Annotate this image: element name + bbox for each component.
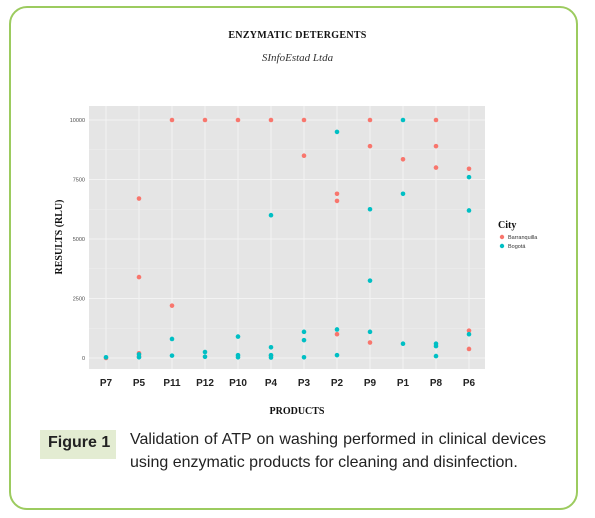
x-axis-title: PRODUCTS [269, 406, 324, 417]
data-point-barranquilla [367, 143, 373, 149]
data-point-barranquilla [466, 346, 472, 352]
x-tick-label: P12 [196, 378, 214, 389]
data-point-bogota [301, 337, 307, 343]
data-point-barranquilla [367, 340, 373, 345]
data-point-bogota [367, 278, 373, 283]
data-point-bogota [433, 343, 439, 349]
data-point-bogota [268, 212, 274, 218]
data-point-bogota [169, 353, 175, 358]
data-point-bogota [334, 352, 340, 358]
chart-title: ENZYMATIC DETERGENTS [228, 30, 367, 41]
data-point-bogota [103, 354, 109, 360]
data-point-bogota [466, 208, 472, 213]
data-point-barranquilla [433, 165, 439, 170]
x-tick-label: P3 [298, 378, 311, 389]
data-point-bogota [301, 354, 307, 360]
data-point-barranquilla [400, 156, 406, 162]
x-tick-label: P10 [229, 378, 247, 389]
legend-title: City [498, 220, 516, 231]
data-point-bogota [367, 206, 373, 212]
scatter-chart: 0 2500 5000 7500 10000 P7 P5 P11 P12 P10 P4 P3 P2 P9 P… [54, 106, 538, 417]
legend-marker [499, 234, 505, 240]
x-tick-label: P1 [397, 378, 410, 389]
figure-label-box [40, 430, 116, 459]
data-point-bogota [334, 129, 340, 135]
data-point-bogota [301, 329, 307, 335]
x-tick-label: P7 [100, 378, 113, 389]
chart-subtitle: SInfoEstad Ltda [261, 52, 334, 64]
data-point-barranquilla [466, 328, 472, 333]
y-tick-label: 5000 [73, 237, 85, 243]
data-point-barranquilla [202, 117, 208, 123]
figure-caption: Validation of ATP on washing performed i… [130, 431, 546, 471]
data-point-bogota [268, 355, 274, 360]
data-point-barranquilla [169, 117, 175, 123]
data-point-bogota [235, 334, 241, 339]
data-point-bogota [202, 354, 208, 360]
figure-label: Figure 1 [48, 434, 111, 451]
data-point-bogota [433, 353, 439, 359]
legend-marker [499, 243, 505, 249]
data-point-barranquilla [301, 117, 307, 123]
data-point-bogota [334, 327, 340, 332]
data-point-barranquilla [301, 153, 307, 158]
y-tick-label: 2500 [73, 297, 85, 303]
data-point-barranquilla [136, 196, 142, 201]
data-point-barranquilla [334, 331, 340, 337]
data-point-bogota [466, 174, 472, 180]
data-point-barranquilla [169, 303, 175, 308]
data-point-barranquilla [136, 274, 142, 280]
data-point-bogota [400, 191, 406, 197]
data-point-barranquilla [367, 117, 373, 123]
x-tick-label: P11 [163, 378, 181, 389]
data-point-bogota [169, 336, 175, 342]
x-tick-label: P8 [430, 378, 443, 389]
x-tick-label: P6 [463, 378, 476, 389]
y-tick-label: 10000 [70, 118, 85, 124]
legend-label: Bogotá [508, 244, 526, 250]
data-point-bogota [466, 331, 472, 337]
x-tick-label: P9 [364, 378, 377, 389]
data-point-barranquilla [268, 117, 274, 123]
data-point-barranquilla [466, 166, 472, 172]
data-point-bogota [400, 117, 406, 123]
data-point-bogota [268, 344, 274, 350]
y-tick-label: 0 [82, 356, 85, 362]
data-point-bogota [400, 341, 406, 347]
data-point-bogota [136, 354, 142, 360]
data-point-barranquilla [235, 117, 241, 123]
data-point-barranquilla [433, 117, 439, 123]
plot-panel [89, 106, 485, 369]
x-tick-label: P5 [133, 378, 146, 389]
data-point-barranquilla [334, 191, 340, 197]
x-tick-label: P4 [265, 378, 278, 389]
y-tick-label: 7500 [73, 178, 85, 184]
data-point-bogota [367, 329, 373, 335]
data-point-barranquilla [334, 198, 340, 204]
x-tick-label: P2 [331, 378, 344, 389]
legend-label: Barranquilla [508, 235, 538, 241]
data-point-barranquilla [433, 143, 439, 149]
y-axis-title: RESULTS (RLU) [54, 200, 65, 275]
data-point-bogota [235, 354, 241, 360]
data-point-bogota [202, 349, 208, 355]
